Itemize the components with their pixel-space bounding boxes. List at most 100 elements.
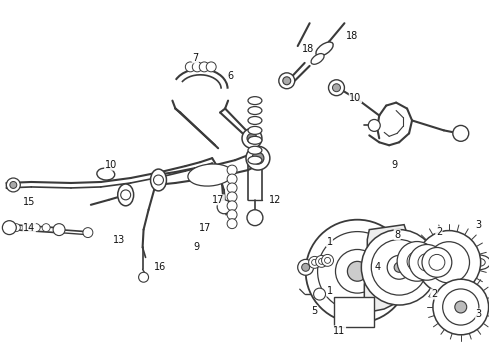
Circle shape [309, 256, 320, 268]
Ellipse shape [316, 42, 333, 56]
Ellipse shape [311, 54, 324, 64]
Polygon shape [365, 225, 409, 311]
Circle shape [227, 192, 237, 202]
Text: 16: 16 [154, 262, 167, 272]
Circle shape [453, 125, 469, 141]
Circle shape [428, 242, 469, 283]
Text: 6: 6 [227, 71, 233, 81]
Text: 3: 3 [476, 309, 482, 319]
Ellipse shape [188, 164, 233, 186]
Text: 17: 17 [199, 222, 211, 233]
Ellipse shape [472, 258, 485, 266]
Polygon shape [335, 297, 374, 327]
Circle shape [227, 219, 237, 229]
Circle shape [12, 224, 20, 231]
Circle shape [279, 73, 294, 89]
Ellipse shape [441, 260, 456, 269]
Text: 2: 2 [431, 289, 437, 299]
Circle shape [121, 190, 131, 200]
Circle shape [418, 253, 436, 271]
Text: 1: 1 [326, 286, 333, 296]
Text: 11: 11 [333, 326, 345, 336]
Text: 13: 13 [113, 234, 125, 244]
Circle shape [22, 224, 30, 231]
Ellipse shape [97, 168, 115, 180]
Circle shape [192, 62, 202, 72]
Circle shape [407, 251, 427, 271]
Text: 9: 9 [193, 243, 199, 252]
Ellipse shape [248, 156, 262, 164]
Ellipse shape [448, 257, 470, 271]
Text: 17: 17 [212, 195, 224, 205]
Circle shape [247, 133, 257, 143]
Ellipse shape [150, 169, 167, 191]
Text: 9: 9 [391, 160, 397, 170]
Text: 1: 1 [326, 237, 333, 247]
Circle shape [455, 301, 467, 313]
Circle shape [302, 264, 310, 271]
Circle shape [328, 80, 344, 96]
Ellipse shape [248, 136, 262, 144]
Circle shape [247, 210, 263, 226]
Circle shape [394, 262, 404, 272]
Ellipse shape [426, 260, 442, 269]
Circle shape [442, 289, 479, 325]
Ellipse shape [248, 107, 262, 114]
Ellipse shape [118, 184, 134, 206]
Circle shape [387, 255, 411, 279]
Circle shape [242, 129, 262, 148]
Circle shape [227, 210, 237, 220]
Circle shape [227, 201, 237, 211]
Ellipse shape [455, 255, 483, 272]
Circle shape [298, 260, 314, 275]
Text: 2: 2 [436, 226, 442, 237]
Circle shape [336, 249, 379, 293]
Circle shape [185, 62, 196, 72]
Text: 3: 3 [476, 220, 482, 230]
Circle shape [397, 242, 437, 281]
Circle shape [217, 200, 231, 214]
Ellipse shape [419, 255, 449, 273]
Circle shape [371, 239, 427, 295]
Circle shape [318, 231, 397, 311]
Circle shape [283, 77, 291, 85]
Circle shape [53, 224, 65, 235]
Circle shape [10, 181, 17, 188]
Circle shape [433, 279, 489, 335]
Circle shape [227, 183, 237, 193]
Circle shape [368, 120, 380, 131]
Ellipse shape [248, 146, 262, 154]
Circle shape [32, 224, 40, 231]
Circle shape [324, 257, 331, 264]
Text: 7: 7 [192, 53, 198, 63]
Text: 18: 18 [301, 44, 314, 54]
Ellipse shape [248, 96, 262, 105]
Circle shape [409, 244, 445, 280]
Text: 14: 14 [23, 222, 35, 233]
Circle shape [199, 62, 209, 72]
Text: 12: 12 [269, 195, 281, 205]
Ellipse shape [467, 255, 490, 270]
Text: 10: 10 [105, 160, 117, 170]
Ellipse shape [248, 117, 262, 125]
Circle shape [2, 221, 16, 235]
Circle shape [312, 260, 318, 265]
Circle shape [246, 146, 270, 170]
Ellipse shape [453, 261, 465, 268]
Circle shape [361, 230, 437, 305]
Circle shape [333, 84, 341, 92]
Circle shape [314, 288, 325, 300]
Circle shape [206, 62, 216, 72]
Ellipse shape [248, 126, 262, 134]
Circle shape [318, 258, 324, 264]
Circle shape [347, 261, 368, 281]
Circle shape [422, 247, 452, 277]
Ellipse shape [461, 258, 476, 268]
Circle shape [252, 152, 264, 164]
Circle shape [153, 175, 164, 185]
Text: 8: 8 [394, 230, 400, 239]
Circle shape [83, 228, 93, 238]
Text: 10: 10 [349, 93, 362, 103]
Text: 18: 18 [346, 31, 359, 41]
Circle shape [6, 178, 20, 192]
